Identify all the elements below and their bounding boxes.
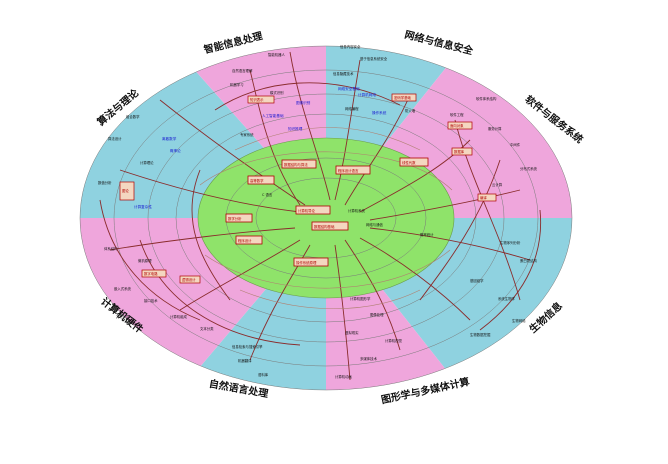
svg-text:微机原理: 微机原理: [138, 258, 152, 263]
sector-label-network: 网络与信息安全: [403, 28, 475, 58]
svg-text:数字电路: 数字电路: [144, 271, 158, 276]
svg-text:多媒体技术: 多媒体技术: [360, 356, 378, 361]
svg-text:防火墙: 防火墙: [405, 108, 416, 113]
svg-text:概率论: 概率论: [170, 148, 181, 153]
svg-text:图像处理: 图像处理: [370, 312, 384, 317]
svg-text:语料库: 语料库: [258, 372, 269, 377]
svg-text:知识推理: 知识推理: [288, 126, 303, 131]
svg-text:程序设计语言: 程序设计语言: [338, 168, 359, 173]
svg-text:面向对象: 面向对象: [450, 123, 464, 128]
svg-text:逻辑设计: 逻辑设计: [182, 277, 196, 282]
svg-text:嵌入式系统: 嵌入式系统: [114, 286, 132, 291]
svg-text:专家系统: 专家系统: [240, 132, 254, 137]
svg-text:计算机网络: 计算机网络: [358, 92, 376, 97]
svg-text:信息检索与搜索引擎: 信息检索与搜索引擎: [232, 344, 263, 349]
svg-text:信息隐藏技术: 信息隐藏技术: [333, 71, 354, 76]
svg-text:C 语言: C 语言: [262, 192, 273, 197]
svg-text:知识表示: 知识表示: [250, 97, 264, 102]
dependency-links: [99, 51, 542, 381]
svg-text:计算理论: 计算理论: [140, 160, 154, 165]
svg-text:计算复杂性: 计算复杂性: [134, 204, 152, 209]
svg-text:模式识别: 模式识别: [270, 90, 284, 95]
svg-text:操作系统: 操作系统: [372, 110, 387, 115]
svg-text:系统生物学: 系统生物学: [498, 296, 516, 301]
svg-text:软件体系结构: 软件体系结构: [476, 96, 497, 101]
svg-text:数据库: 数据库: [454, 149, 465, 154]
svg-text:网络编程: 网络编程: [345, 106, 359, 111]
svg-text:虚拟现实: 虚拟现实: [345, 330, 359, 335]
svg-text:生物序列分析: 生物序列分析: [500, 240, 521, 245]
svg-text:计算机动画: 计算机动画: [335, 374, 353, 379]
svg-text:数据结构基础: 数据结构基础: [314, 224, 335, 229]
svg-text:机器学习: 机器学习: [230, 82, 244, 87]
svg-text:信息内容安全: 信息内容安全: [340, 44, 361, 49]
svg-text:网络安全基础: 网络安全基础: [338, 86, 360, 91]
svg-text:操作系统原理: 操作系统原理: [296, 260, 317, 265]
svg-text:分布式系统: 分布式系统: [520, 166, 538, 171]
ring-lines: [79, 45, 573, 391]
svg-text:计算机图形学: 计算机图形学: [350, 296, 371, 301]
svg-text:数据结构与算法: 数据结构与算法: [284, 162, 308, 167]
svg-text:数值分析: 数值分析: [98, 180, 112, 185]
svg-text:图论: 图论: [122, 188, 129, 193]
svg-text:生物网络: 生物网络: [512, 318, 526, 323]
svg-text:网络与通信: 网络与通信: [366, 222, 384, 227]
svg-text:计算机系统: 计算机系统: [348, 208, 366, 213]
svg-text:离散数学: 离散数学: [162, 136, 177, 141]
svg-text:文本分类: 文本分类: [200, 326, 214, 331]
svg-text:计算机视觉: 计算机视觉: [385, 338, 403, 343]
svg-text:服务计算: 服务计算: [488, 126, 502, 131]
sector-label-intelligent: 智能信息处理: [202, 29, 263, 56]
svg-text:机器翻译: 机器翻译: [238, 358, 252, 363]
concept-nodes: 智能机器人 自然语言理解 机器学习 模式识别 知识表示 图像识别 人工智能基础 …: [98, 44, 538, 379]
svg-text:智能机器人: 智能机器人: [268, 52, 286, 57]
svg-text:人工智能基础: 人工智能基础: [262, 113, 284, 118]
svg-text:生物数据挖掘: 生物数据挖掘: [470, 332, 491, 337]
svg-text:计算机导论: 计算机导论: [298, 208, 316, 213]
svg-text:自然语言理解: 自然语言理解: [232, 68, 253, 73]
svg-text:基于信息系统安全: 基于信息系统安全: [360, 56, 388, 61]
svg-text:蛋白质结构: 蛋白质结构: [520, 258, 538, 263]
svg-text:计算机组成: 计算机组成: [170, 314, 188, 319]
svg-text:概率统计: 概率统计: [420, 232, 434, 237]
svg-text:数学分析: 数学分析: [228, 216, 242, 221]
svg-text:体系结构: 体系结构: [104, 246, 118, 251]
svg-text:基因组学: 基因组学: [470, 278, 484, 283]
svg-text:程序设计: 程序设计: [238, 238, 252, 243]
svg-text:软件工程: 软件工程: [450, 112, 464, 117]
svg-text:算法设计: 算法设计: [108, 136, 122, 141]
svg-text:线性代数: 线性代数: [402, 160, 416, 165]
svg-text:组合数学: 组合数学: [126, 114, 140, 119]
svg-text:密码学基础: 密码学基础: [394, 95, 412, 100]
svg-text:中间件: 中间件: [510, 142, 521, 147]
svg-text:图像识别: 图像识别: [296, 100, 311, 105]
svg-text:云计算: 云计算: [492, 182, 503, 187]
svg-text:并行计算: 并行计算: [116, 314, 130, 319]
svg-text:编译: 编译: [480, 195, 487, 200]
svg-text:高等数学: 高等数学: [250, 178, 264, 183]
svg-text:接口技术: 接口技术: [144, 298, 158, 303]
